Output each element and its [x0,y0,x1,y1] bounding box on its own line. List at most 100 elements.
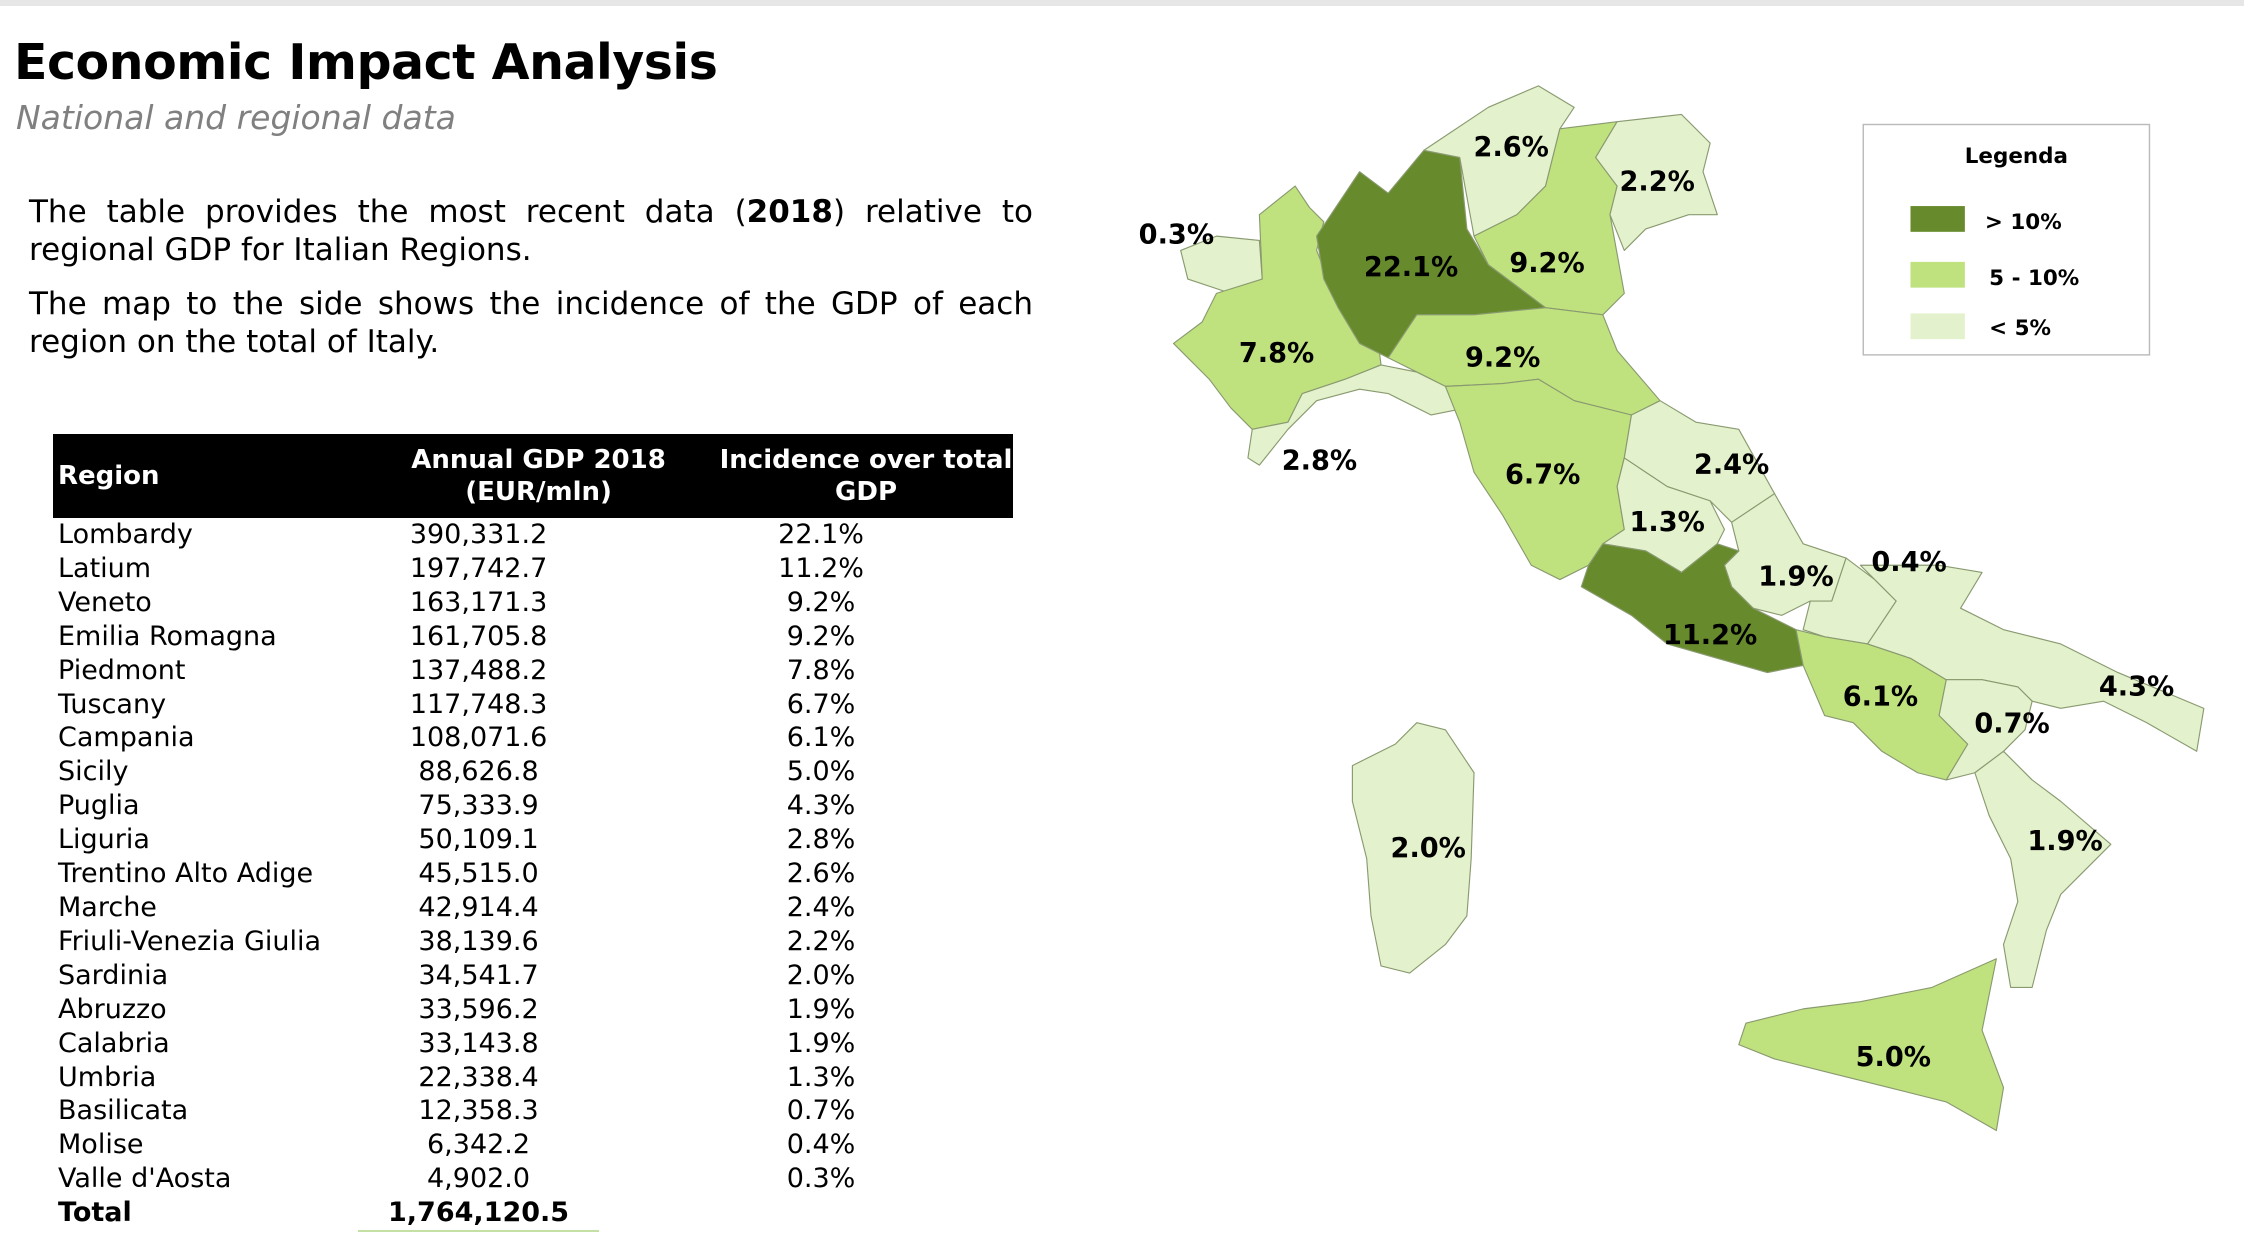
cell-gdp: 163,171.3 [409,586,548,618]
cell-incidence: 5.0% [786,756,856,788]
cell-region: Piedmont [58,654,186,686]
map-label-lazio: 11.2% [1663,620,1757,651]
table-row: Trentino Alto Adige 45,515.0 2.6% [53,857,1013,891]
table-row: Marche 42,914.4 2.4% [53,891,1013,925]
cell-incidence: 9.2% [786,620,856,652]
cell-incidence: 9.2% [786,586,856,618]
intro-year: 2018 [746,194,833,230]
cell-gdp: 137,488.2 [409,654,548,686]
cell-region: Lombardy [58,519,193,550]
total-label: Total [58,1197,132,1229]
region-friuli [1595,113,1718,252]
legend-swatch-high [1910,206,1965,232]
cell-gdp: 50,109.1 [418,824,539,856]
map-label-liguria: 2.8% [1282,445,1357,476]
legend-label-high: > 10% [1985,210,2062,235]
region-liguria [1247,364,1468,466]
cell-region: Tuscany [58,688,167,720]
cell-incidence: 0.4% [786,1129,856,1161]
table-row: Emilia Romagna 161,705.8 9.2% [53,620,1013,654]
intro-text: ) relative to regional GDP for Italian R… [29,194,1033,268]
cell-gdp: 117,748.3 [409,688,548,720]
map-label-umbria: 1.3% [1630,507,1705,538]
intro-paragraph-1: The table provides the most recent data … [29,193,1033,269]
cell-incidence: 2.8% [786,824,856,856]
table-row: Sardinia 34,541.7 2.0% [53,959,1013,993]
cell-incidence: 22.1% [778,519,864,550]
map-label-trentino: 2.6% [1474,132,1549,163]
table-row: Calabria 33,143.8 1.9% [53,1027,1013,1061]
cell-incidence: 6.1% [786,722,856,754]
cell-region: Veneto [58,586,152,618]
legend-label-mid: 5 - 10% [1989,266,2079,291]
cell-gdp: 6,342.2 [427,1129,531,1161]
cell-incidence: 1.9% [786,993,856,1025]
table-row: Latium 197,742.7 11.2% [53,552,1013,586]
map-label-valle-daosta: 0.3% [1139,219,1214,250]
map-label-campania: 6.1% [1843,681,1918,712]
total-gdp-cell: 1,764,120.5 [358,1196,719,1233]
legend-swatch-low [1910,313,1965,340]
map-label-abruzzo: 1.9% [1758,561,1833,592]
total-gdp: 1,764,120.5 [358,1197,600,1233]
cell-incidence: 0.3% [786,1163,856,1195]
table-row: Piedmont 137,488.2 7.8% [53,654,1013,688]
region-calabria [1974,750,2112,988]
region-lazio [1580,543,1804,674]
table-row: Friuli-Venezia Giulia 38,139.6 2.2% [53,925,1013,959]
cell-region: Campania [58,722,195,754]
table-row: Molise 6,342.2 0.4% [53,1128,1013,1162]
table-header: Region Annual GDP 2018 (EUR/mln) Incidenc… [53,434,1013,518]
map-label-sardinia: 2.0% [1391,833,1466,864]
cell-region: Sicily [58,756,129,788]
map-label-piedmont: 7.8% [1239,338,1314,369]
cell-region: Umbria [58,1061,157,1093]
region-sardinia [1351,722,1475,974]
cell-gdp: 4,902.0 [427,1163,531,1195]
header-gdp-unit: (EUR/mln) [465,477,612,507]
table-row: Puglia 75,333.9 4.3% [53,789,1013,823]
map-label-puglia: 4.3% [2099,671,2174,702]
cell-gdp: 390,331.2 [409,519,548,550]
table-row: Basilicata 12,358.3 0.7% [53,1094,1013,1128]
cell-incidence: 4.3% [786,790,856,822]
legend-label-low: < 5% [1989,316,2051,341]
cell-region: Friuli-Venezia Giulia [58,925,322,957]
cell-incidence: 7.8% [786,654,856,686]
total-row: Total 1,764,120.5 [53,1196,1013,1233]
map-label-veneto: 9.2% [1509,248,1584,279]
cell-incidence: 2.4% [786,891,856,923]
cell-gdp: 22,338.4 [418,1061,539,1093]
cell-gdp: 197,742.7 [409,552,548,584]
intro-text: The table provides the most recent data … [29,194,747,230]
cell-incidence: 2.6% [786,858,856,890]
cell-region: Basilicata [58,1095,189,1127]
header-gdp: Annual GDP 2018 (EUR/mln) [358,434,720,518]
cell-incidence: 0.7% [786,1095,856,1127]
map-label-calabria: 1.9% [2027,826,2102,857]
header-region: Region [53,434,358,518]
cell-region: Marche [58,891,157,923]
cell-region: Abruzzo [58,993,167,1025]
cell-region: Emilia Romagna [58,620,277,652]
cell-region: Trentino Alto Adige [58,858,314,890]
table-row: Liguria 50,109.1 2.8% [53,823,1013,857]
legend-swatch-mid [1910,261,1965,288]
cell-region: Valle d'Aosta [58,1163,232,1195]
table-row: Abruzzo 33,596.2 1.9% [53,993,1013,1027]
cell-gdp: 33,596.2 [418,993,539,1025]
intro-paragraph-2: The map to the side shows the incidence … [29,286,1033,360]
cell-gdp: 12,358.3 [418,1095,539,1127]
map-label-friuli: 2.2% [1620,166,1695,197]
page-title: Economic Impact Analysis [14,34,718,91]
cell-gdp: 42,914.4 [418,891,539,923]
cell-region: Latium [58,552,152,584]
region-sicily [1738,958,2005,1132]
top-border [0,0,2244,6]
map-label-sicily: 5.0% [1856,1042,1931,1073]
cell-incidence: 6.7% [786,688,856,720]
table-row: Sicily 88,626.8 5.0% [53,755,1013,789]
cell-gdp: 38,139.6 [418,925,539,957]
cell-gdp: 108,071.6 [409,722,548,754]
